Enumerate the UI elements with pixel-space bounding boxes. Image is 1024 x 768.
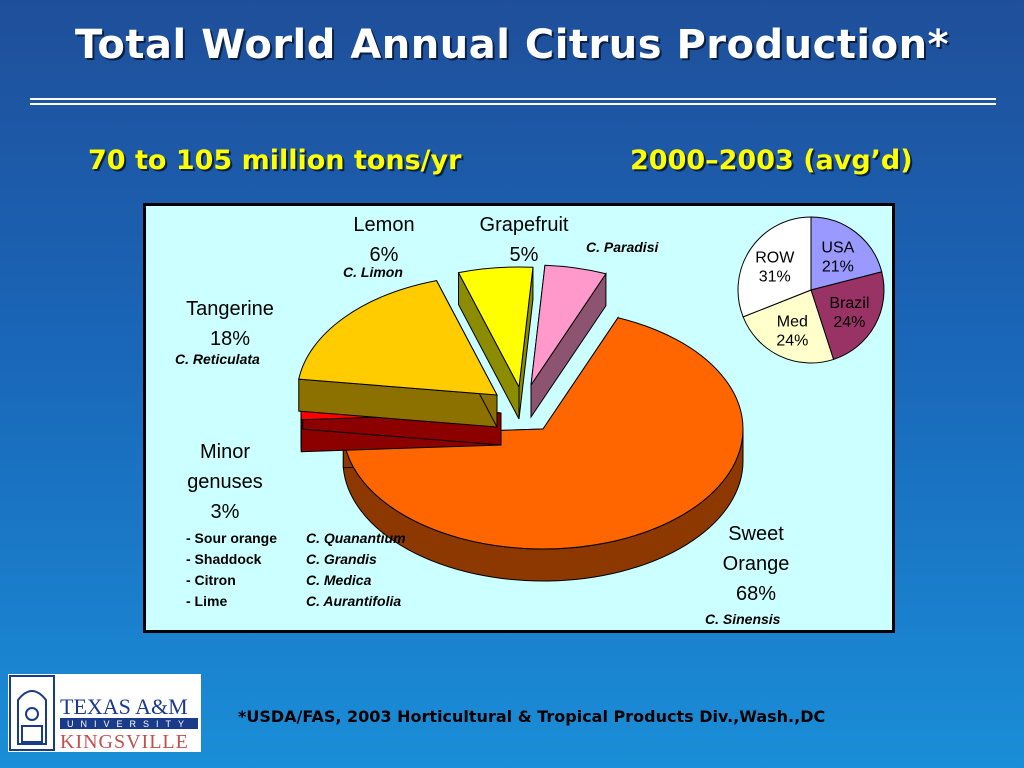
source-footnote: *USDA/FAS, 2003 Horticultural & Tropical… xyxy=(238,707,826,726)
inset-row-slice xyxy=(737,216,812,318)
tangerine-slice-top xyxy=(298,280,498,396)
citrus-pie-chart: USA 21% Brazil 24% Med 24% ROW 31% xyxy=(298,216,885,582)
university-seal-icon: TEXAS A&M UNIVERSITY KINGSVILLE xyxy=(9,675,198,753)
minor-item-citron: - Citron xyxy=(186,572,236,588)
title-rule-bottom xyxy=(30,103,996,105)
period-subtitle: 2000–2003 (avg’d) xyxy=(630,145,913,176)
minor-sci-lime: C. Aurantifolia xyxy=(306,593,402,609)
lemon-slice-top xyxy=(457,266,534,389)
inset-usa-value: 21% xyxy=(822,258,854,275)
inset-usa-slice xyxy=(810,216,883,291)
tangerine-scientific-name: C. Reticulata xyxy=(175,351,260,367)
logo-line3: KINGSVILLE xyxy=(60,731,189,752)
minor-sci-shaddock: C. Grandis xyxy=(306,551,377,567)
logo-line2: UNIVERSITY xyxy=(67,719,191,729)
inset-brazil-slice xyxy=(810,271,885,361)
minor-sci-citron: C. Medica xyxy=(306,572,372,588)
inset-med-name: Med xyxy=(777,314,808,331)
tangerine-label: Tangerine 18% xyxy=(186,298,274,350)
inset-brazil-value: 24% xyxy=(833,314,865,331)
sweet-orange-label: Sweet Orange 68% xyxy=(722,523,790,605)
lemon-slice xyxy=(457,266,534,420)
sweet-orange-slice-top xyxy=(342,317,744,550)
sweet-orange-scientific-name: C. Sinensis xyxy=(705,611,781,627)
inset-brazil-name: Brazil xyxy=(829,295,869,312)
production-range-subtitle: 70 to 105 million tons/yr xyxy=(88,145,462,176)
minor-genuses-label: Minor genuses 3% xyxy=(187,441,263,523)
grapefruit-slice xyxy=(530,264,607,419)
lemon-scientific-name: C. Limon xyxy=(343,264,403,280)
chart-panel: USA 21% Brazil 24% Med 24% ROW 31% Lemon 6% C. L… xyxy=(143,203,895,633)
logo-line1: TEXAS A&M xyxy=(60,694,188,719)
inset-med-value: 24% xyxy=(776,333,808,350)
minor-item-sour-orange: - Sour orange xyxy=(186,530,278,546)
title-rule-top xyxy=(30,98,996,100)
grapefruit-slice-top xyxy=(530,264,607,386)
slide-title: Total World Annual Citrus Production* xyxy=(74,22,950,68)
main-pie-3d xyxy=(298,264,744,582)
lemon-label: Lemon 6% xyxy=(353,214,415,266)
texas-am-kingsville-logo: TEXAS A&M UNIVERSITY KINGSVILLE xyxy=(8,674,201,753)
tangerine-slice xyxy=(298,280,498,428)
grapefruit-label: Grapefruit 5% xyxy=(479,214,569,266)
inset-row-name: ROW xyxy=(755,249,795,266)
minor-item-shaddock: - Shaddock xyxy=(186,551,262,567)
inset-row-value: 31% xyxy=(759,268,791,285)
country-inset-pie: USA 21% Brazil 24% Med 24% ROW 31% xyxy=(737,216,885,364)
inset-usa-name: USA xyxy=(821,239,854,256)
minor-item-lime: - Lime xyxy=(186,593,228,609)
grapefruit-scientific-name: C. Paradisi xyxy=(586,239,659,255)
minor-sci-sour-orange: C. Quanantium xyxy=(306,530,406,546)
